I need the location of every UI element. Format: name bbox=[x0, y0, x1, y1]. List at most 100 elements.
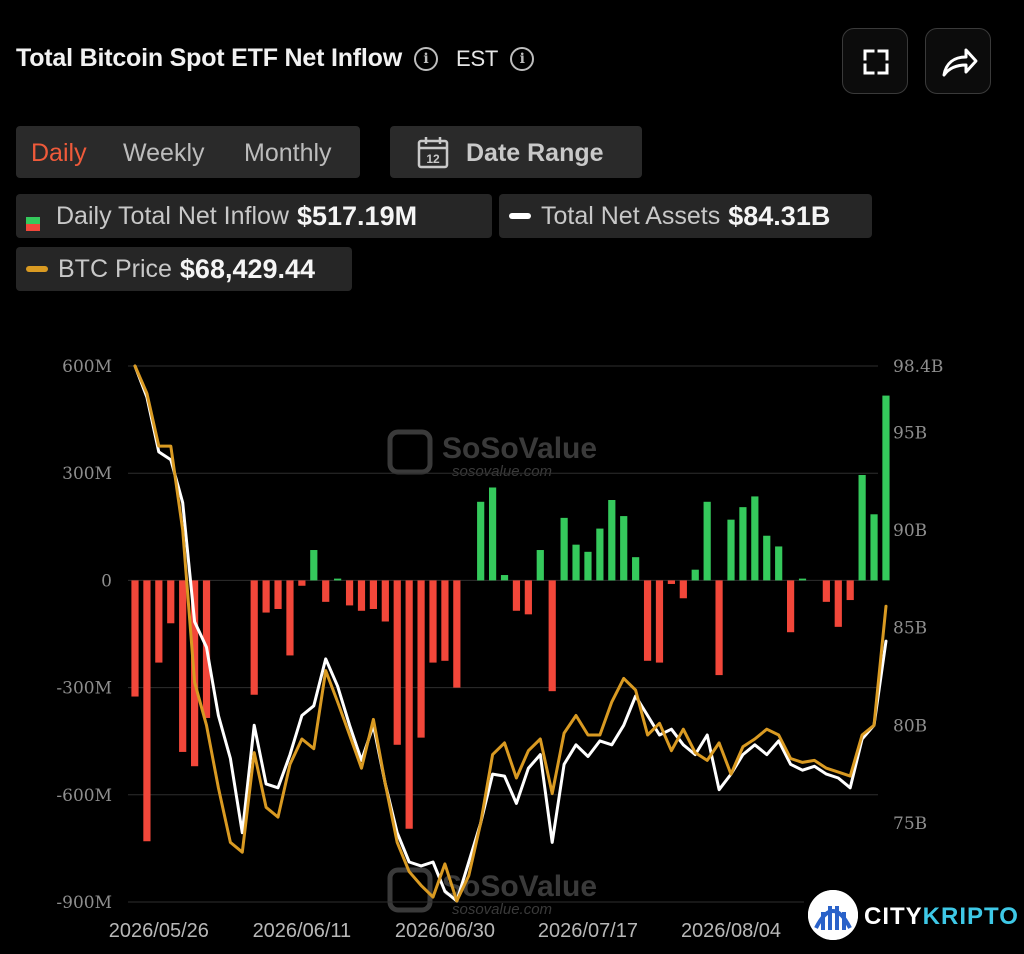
inflow-bar bbox=[834, 580, 842, 627]
inflow-bar bbox=[429, 580, 437, 663]
inflow-bar bbox=[417, 580, 425, 738]
left-axis-tick: -600M bbox=[56, 786, 112, 806]
fullscreen-icon bbox=[863, 49, 889, 75]
share-icon bbox=[942, 48, 978, 77]
calendar-icon: 12 bbox=[417, 137, 449, 169]
inflow-bar bbox=[822, 580, 830, 602]
inflow-bar bbox=[500, 575, 509, 581]
assets-label: Total Net Assets bbox=[541, 201, 721, 230]
right-axis-tick: 75B bbox=[893, 814, 927, 834]
inflow-bar bbox=[691, 569, 699, 581]
x-axis-tick: 2026/06/11 bbox=[253, 920, 352, 942]
left-axis-tick: -300M bbox=[56, 679, 112, 699]
inflow-bar bbox=[548, 580, 556, 692]
x-axis-tick: 2026/06/30 bbox=[395, 920, 495, 942]
right-axis-tick: 98.4B bbox=[893, 357, 943, 377]
assets-value: $84.31B bbox=[728, 200, 831, 231]
inflow-bar bbox=[870, 514, 878, 581]
tab-monthly[interactable]: Monthly bbox=[244, 139, 332, 167]
left-axis-ticks: 600M 300M 0 -300M -600M -900M bbox=[56, 357, 112, 913]
legend-price[interactable]: BTC Price $68,429.44 bbox=[16, 247, 352, 291]
inflow-bar bbox=[703, 501, 711, 581]
inflow-bar bbox=[489, 487, 497, 581]
inflow-bar bbox=[751, 496, 759, 581]
inflow-bar bbox=[787, 580, 795, 633]
inflow-bar bbox=[846, 580, 854, 601]
inflow-bar bbox=[310, 550, 318, 581]
inflow-label: Daily Total Net Inflow bbox=[56, 201, 289, 230]
inflow-bar bbox=[167, 580, 175, 624]
left-axis-tick: 300M bbox=[62, 464, 112, 484]
inflow-bar bbox=[536, 550, 544, 581]
legend-assets[interactable]: Total Net Assets $84.31B bbox=[499, 194, 872, 238]
legend-inflow[interactable]: Daily Total Net Inflow $517.19M bbox=[16, 194, 492, 238]
inflow-bar bbox=[441, 580, 449, 661]
inflow-bar bbox=[298, 580, 306, 586]
inflow-bar bbox=[477, 501, 485, 581]
inflow-bar bbox=[381, 580, 389, 622]
date-range-label: Date Range bbox=[466, 139, 604, 167]
inflow-bar bbox=[632, 557, 640, 581]
inflow-bar bbox=[512, 580, 521, 611]
inflow-bar bbox=[345, 580, 354, 606]
inflow-bar bbox=[572, 544, 580, 581]
price-value: $68,429.44 bbox=[179, 253, 316, 284]
right-axis-tick: 90B bbox=[893, 521, 927, 541]
left-axis-tick: -900M bbox=[56, 893, 112, 913]
inflow-bar bbox=[262, 580, 270, 613]
inflow-bar bbox=[179, 580, 187, 752]
series-lines bbox=[133, 364, 888, 903]
gridlines bbox=[128, 365, 878, 903]
inflow-bar bbox=[775, 546, 783, 581]
citykripto-logo: CITYKRIPTO bbox=[804, 884, 1024, 954]
right-axis-tick: 95B bbox=[893, 423, 927, 443]
inflow-bar bbox=[334, 578, 342, 581]
inflow-bar bbox=[524, 580, 532, 615]
date-range-button[interactable]: 12 Date Range bbox=[390, 126, 642, 178]
right-axis-ticks: 98.4B95B90B85B80B75B70.95B bbox=[893, 357, 954, 913]
net-inflow-chart: SoSoValue sosovalue.com sosovalue.com So… bbox=[56, 357, 954, 942]
inflow-swatch bbox=[26, 209, 40, 231]
timezone-info-icon[interactable]: i bbox=[510, 46, 535, 71]
inflow-bar bbox=[882, 395, 890, 581]
inflow-bar bbox=[715, 580, 723, 676]
price-label: BTC Price bbox=[58, 254, 172, 283]
inflow-bar bbox=[858, 474, 866, 581]
inflow-bar bbox=[798, 578, 807, 581]
inflow-bar bbox=[286, 580, 294, 656]
inflow-bar bbox=[667, 580, 675, 584]
chart-title-row: Total Bitcoin Spot ETF Net Inflow i EST … bbox=[16, 44, 535, 73]
inflow-bar bbox=[608, 500, 616, 581]
right-axis-tick: 85B bbox=[893, 619, 927, 639]
citykripto-logo-text: CITYKRIPTO bbox=[864, 903, 1019, 930]
inflow-bar bbox=[739, 507, 747, 581]
inflow-bar bbox=[131, 580, 139, 697]
svg-text:sosovalue.com: sosovalue.com bbox=[452, 463, 552, 480]
inflow-bar bbox=[596, 528, 604, 581]
chart-title: Total Bitcoin Spot ETF Net Inflow bbox=[16, 44, 402, 72]
svg-text:SoSoValue: SoSoValue bbox=[442, 432, 597, 465]
citykripto-logo-mark bbox=[808, 890, 858, 940]
x-axis-tick: 2026/05/26 bbox=[109, 920, 209, 942]
fullscreen-button[interactable] bbox=[842, 28, 908, 94]
share-button[interactable] bbox=[925, 28, 991, 94]
sosovalue-watermark-top: SoSoValue sosovalue.com bbox=[387, 429, 597, 480]
right-axis-tick: 80B bbox=[893, 716, 927, 736]
tab-daily[interactable]: Daily bbox=[31, 139, 87, 167]
period-tabs: Daily Weekly Monthly bbox=[16, 126, 360, 178]
inflow-bar bbox=[763, 535, 771, 581]
x-axis-ticks: 2026/05/26 2026/06/11 2026/06/30 2026/07/17… bbox=[109, 920, 908, 942]
info-icon[interactable]: i bbox=[413, 46, 438, 71]
calendar-day-number: 12 bbox=[426, 152, 440, 166]
inflow-bar bbox=[369, 580, 377, 609]
sosovalue-watermark-bottom: sosovalue.com SoSoValue sosovalue.com bbox=[387, 867, 597, 918]
inflow-bar bbox=[250, 580, 258, 695]
btc-price-line bbox=[133, 364, 888, 903]
tab-weekly[interactable]: Weekly bbox=[123, 139, 205, 167]
inflow-bar bbox=[453, 580, 461, 688]
left-axis-tick: 600M bbox=[62, 357, 112, 377]
inflow-bar bbox=[155, 580, 163, 663]
inflow-bar bbox=[655, 580, 664, 663]
inflow-bar bbox=[322, 580, 330, 602]
inflow-bar bbox=[143, 580, 151, 842]
